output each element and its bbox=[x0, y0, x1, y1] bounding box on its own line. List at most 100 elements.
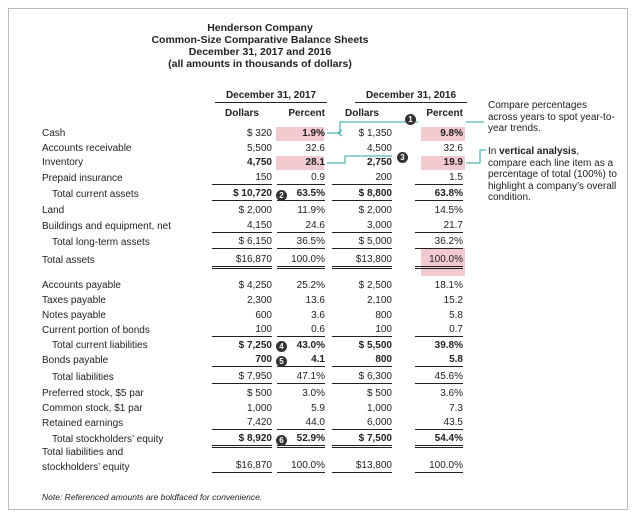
cell: $13,800 bbox=[332, 254, 392, 269]
cell: 44.0 bbox=[277, 417, 325, 430]
cell: 3.6% bbox=[440, 388, 463, 399]
cell: 1.5 bbox=[415, 172, 463, 185]
cell: 4,750 bbox=[246, 157, 272, 168]
cell: 0.9 bbox=[277, 172, 325, 185]
cell: 100.0% bbox=[277, 460, 325, 473]
cell: $ 4,250 bbox=[238, 280, 272, 291]
callout-marker: 3 bbox=[397, 152, 408, 163]
cell: 14.5% bbox=[434, 205, 463, 216]
cell: 200 bbox=[332, 172, 392, 185]
cell: $ 7,950 bbox=[212, 371, 272, 384]
cell: 5.8 bbox=[415, 354, 463, 367]
cell: $ 8,920 bbox=[212, 433, 272, 448]
callout-marker: 4 bbox=[276, 341, 287, 352]
row-label: Total liabilities and stockholders’ equi… bbox=[42, 447, 130, 473]
cell: 3.0% bbox=[302, 388, 325, 399]
cell: 28.1 bbox=[305, 157, 325, 168]
cell: 25.2% bbox=[296, 280, 325, 291]
frame bbox=[8, 8, 628, 510]
cell: 39.8% bbox=[434, 340, 463, 351]
cell: $ 500 bbox=[366, 388, 392, 399]
column-header: Dollars bbox=[345, 108, 379, 119]
cell: 32.6 bbox=[305, 143, 325, 154]
cell: $ 320 bbox=[246, 128, 272, 139]
group-header: December 31, 2017 bbox=[215, 90, 327, 103]
cell: 11.9% bbox=[297, 205, 325, 216]
callout-marker: 5 bbox=[276, 356, 287, 367]
cell: 9.8% bbox=[440, 128, 463, 139]
cell: 6,000 bbox=[332, 417, 392, 430]
row-label: Notes payable bbox=[42, 310, 106, 321]
cell: 36.2% bbox=[415, 236, 463, 249]
cell: $ 10,720 bbox=[212, 188, 272, 201]
subtitle: Common-Size Comparative Balance Sheets bbox=[151, 34, 369, 46]
cell: 18.1% bbox=[434, 280, 463, 291]
cell: $ 2,000 bbox=[358, 205, 392, 216]
row-label: Current portion of bonds bbox=[42, 325, 150, 336]
cell: 1,000 bbox=[366, 403, 392, 414]
cell: 5.9 bbox=[311, 403, 325, 414]
cell: $16,870 bbox=[212, 460, 272, 473]
cell: $ 5,000 bbox=[332, 236, 392, 249]
cell: 1,000 bbox=[246, 403, 272, 414]
highlight bbox=[421, 127, 465, 141]
cell: 43.5 bbox=[415, 417, 463, 430]
cell: 5,500 bbox=[246, 143, 272, 154]
annotation-bold: vertical analysis bbox=[499, 146, 577, 157]
cell: 13.6 bbox=[305, 295, 325, 306]
units: (all amounts in thousands of dollars) bbox=[168, 58, 352, 70]
cell: 2,300 bbox=[246, 295, 272, 306]
cell: 54.4% bbox=[415, 433, 463, 448]
row-label: Bonds payable bbox=[42, 355, 109, 366]
cell: 24.6 bbox=[277, 220, 325, 233]
cell: 0.7 bbox=[415, 324, 463, 337]
cell: 2,100 bbox=[366, 295, 392, 306]
cell: 52.9% bbox=[277, 433, 325, 448]
cell: 4,150 bbox=[212, 220, 272, 233]
highlight bbox=[421, 248, 465, 276]
row-label: Preferred stock, $5 par bbox=[42, 388, 144, 399]
highlight bbox=[421, 156, 465, 170]
cell: 800 bbox=[332, 354, 392, 367]
annotation-lead: In bbox=[488, 146, 500, 157]
row-label: Total assets bbox=[42, 255, 95, 266]
highlight bbox=[276, 127, 324, 141]
cell: $ 8,800 bbox=[332, 188, 392, 201]
row-label: Land bbox=[42, 205, 65, 216]
annotation: In vertical analysis, compare each line … bbox=[488, 146, 618, 204]
highlight bbox=[276, 156, 324, 170]
cell: 5.8 bbox=[449, 310, 463, 321]
cell: $ 6,300 bbox=[332, 371, 392, 384]
row-label: Prepaid insurance bbox=[42, 173, 123, 184]
row-label: Common stock, $1 par bbox=[42, 403, 143, 414]
note: Note: Referenced amounts are boldfaced f… bbox=[42, 492, 262, 502]
row-label: Buildings and equipment, net bbox=[42, 221, 171, 232]
cell: 600 bbox=[255, 310, 272, 321]
row-label: Cash bbox=[42, 128, 66, 139]
cell: 150 bbox=[212, 172, 272, 185]
cell: $ 7,500 bbox=[332, 433, 392, 448]
row-label: Accounts payable bbox=[42, 280, 121, 291]
cell: 32.6 bbox=[443, 143, 463, 154]
cell: 2,750 bbox=[366, 157, 392, 168]
row-label: Total long-term assets bbox=[52, 237, 150, 248]
row-label: Total liabilities bbox=[52, 372, 114, 383]
cell: 100.0% bbox=[277, 254, 325, 269]
cell: 15.2 bbox=[443, 295, 463, 306]
cell: 63.5% bbox=[277, 188, 325, 201]
cell: 3.6 bbox=[311, 310, 325, 321]
cell: 36.5% bbox=[277, 236, 325, 249]
row-label: Total stockholders’ equity bbox=[52, 434, 164, 445]
callout-marker: 6 bbox=[276, 435, 287, 446]
cell: $ 2,500 bbox=[358, 280, 392, 291]
cell: 1.9% bbox=[302, 128, 325, 139]
cell: 100.0% bbox=[415, 460, 463, 473]
cell: 800 bbox=[375, 310, 392, 321]
cell: 4.1 bbox=[277, 354, 325, 367]
cell: 100 bbox=[332, 324, 392, 337]
row-label: Inventory bbox=[42, 157, 84, 168]
cell: $ 500 bbox=[246, 388, 272, 399]
row-label: Taxes payable bbox=[42, 295, 106, 306]
